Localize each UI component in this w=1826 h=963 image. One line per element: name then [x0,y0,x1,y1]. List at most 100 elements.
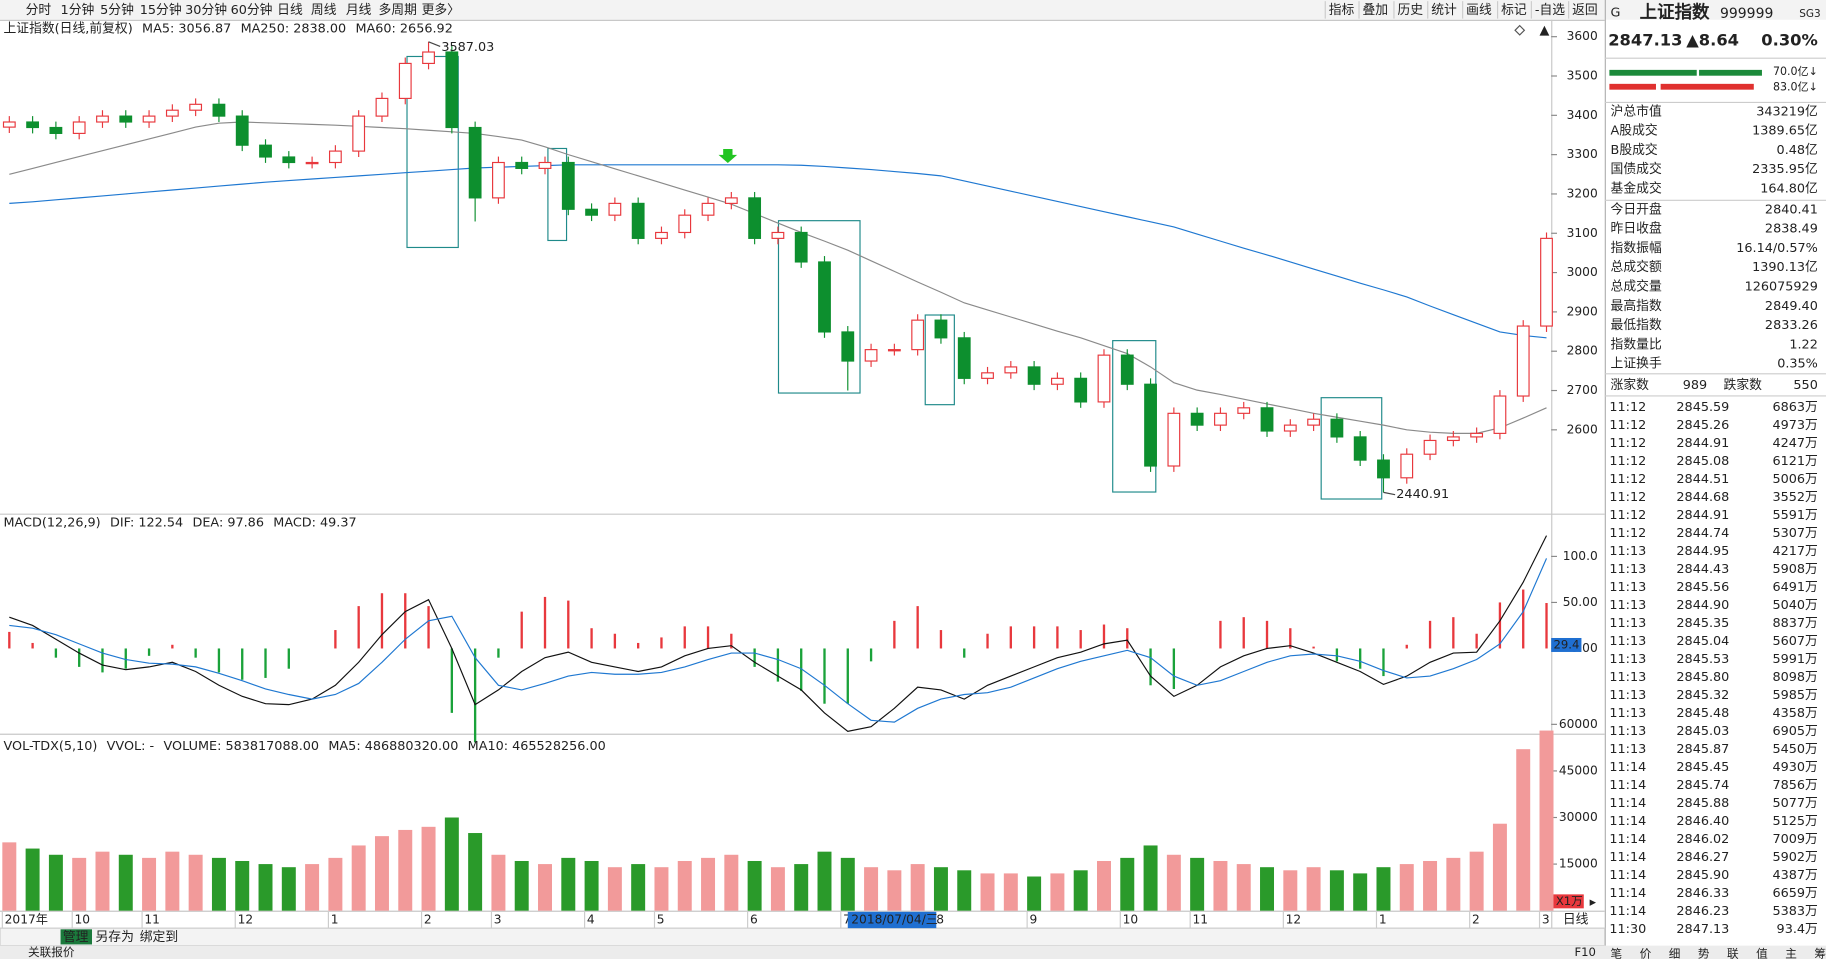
x-tick-label: 12 [1286,912,1302,926]
candle-body [1330,418,1344,438]
volume-bar [165,851,180,911]
toolbar-item[interactable]: 1分钟 [61,2,95,18]
y-tick-label: 100.0 [1563,549,1598,563]
volume-bar [235,860,250,911]
candle-body [1493,395,1507,434]
tick-volume: 4930万 [1772,760,1818,775]
tick-volume: 8837万 [1772,616,1818,631]
annotation: 3587.03 [441,40,494,55]
toolbar-item[interactable]: 多周期 [378,3,416,18]
toolbar-item[interactable]: 标记 [1501,3,1527,18]
candle-body [864,349,878,362]
candle-body [1446,436,1460,442]
volume-bar [1260,867,1275,911]
tick-time: 11:13 [1609,634,1646,649]
tick-price: 2845.48 [1676,706,1729,721]
x-tick-label: 3 [1542,912,1550,926]
legend-entry: MA5: 3056.87 [142,22,231,37]
toolbar-item[interactable]: -自选 [1535,3,1565,18]
volume-bar [980,873,995,911]
tick-price: 2844.43 [1676,562,1729,577]
volume-bar [305,864,320,911]
x-tick-label: 2 [1472,912,1480,926]
candle-body [1214,412,1227,426]
sidebar-tab[interactable]: 筹 [1814,946,1826,960]
toolbar-item[interactable]: 月线 [346,3,372,18]
toolbar-item[interactable]: 5分钟 [100,2,134,18]
volume-bar [654,867,669,911]
toolbar-item[interactable]: 周线 [311,3,337,18]
volume-bar [398,829,413,911]
toolbar-item[interactable]: 日线 [277,3,303,18]
candle-body [1470,432,1484,438]
x-tick-label: 11 [1192,912,1208,926]
arrow-icon[interactable]: ▸ [1590,895,1597,910]
tick-price: 2846.33 [1676,886,1729,901]
y-tick-label: 2900 [1567,304,1598,318]
sidebar-tab[interactable]: 笔 [1611,946,1623,960]
toolbar-item[interactable]: 画线 [1466,3,1492,18]
legend-entry: VOLUME: 583817088.00 [163,739,319,754]
tick-time: 11:14 [1609,832,1646,847]
y-tick-label: 60000 [1559,717,1598,731]
x-tick-label: 2 [424,912,432,926]
candle-body [26,121,40,129]
sidebar-tab[interactable]: 联 [1727,946,1739,960]
candle-body [1260,407,1274,432]
toolbar-item[interactable]: 更多〉 [422,3,460,18]
tick-time: 11:12 [1609,436,1646,451]
info-label: 上证换手 [1611,357,1662,372]
toolbar-item[interactable]: 返回 [1572,3,1598,18]
volume-bar [95,851,110,911]
info-value: 2833.26 [1765,318,1818,333]
volume-bar [1353,873,1368,911]
footer-tab[interactable]: 绑定到 [140,930,178,945]
sidebar-tab[interactable]: 势 [1698,946,1710,960]
sidebar-tab[interactable]: 主 [1785,946,1797,960]
legend-entry: VOL-TDX(5,10) [3,739,97,754]
tick-volume: 7009万 [1772,832,1818,847]
footer-bar [0,927,1606,947]
macd-line [9,558,1548,723]
info-value: 0.35% [1777,357,1818,372]
volume-bar [48,854,63,911]
toolbar-item[interactable]: 统计 [1431,3,1457,18]
tick-time: 11:12 [1609,508,1646,523]
toolbar-item[interactable]: 分时 [26,3,52,18]
toolbar-item[interactable]: 15分钟 [140,2,182,18]
tick-price: 2847.13 [1676,922,1729,937]
unit-bg [1553,894,1584,909]
candle-body [957,337,971,379]
candle-body [468,126,482,199]
footer-tab[interactable]: 另存为 [95,930,133,945]
tick-time: 11:13 [1609,562,1646,577]
y-tick-label: 3500 [1567,69,1598,83]
f10-button[interactable]: F10 [1574,945,1595,959]
info-value: 343219亿 [1756,104,1818,119]
toolbar-item[interactable]: 叠加 [1363,3,1389,18]
tick-volume: 6905万 [1772,724,1818,739]
toolbar-item[interactable]: 指标 [1329,3,1355,18]
tick-price: 2845.74 [1676,778,1729,793]
volume-bar [561,857,576,911]
sidebar-tab[interactable]: 值 [1756,946,1768,960]
tick-volume: 5991万 [1772,652,1818,667]
toolbar-item[interactable]: 60分钟 [231,2,273,18]
candle-body [678,214,692,234]
legend-entry: MACD(12,26,9) [3,515,100,530]
toolbar-item[interactable]: 历史 [1397,3,1423,18]
toolbar-item[interactable]: 30分钟 [185,2,227,18]
volume-bar [1003,873,1018,911]
legend-entry: MA60: 2656.92 [355,22,452,37]
sidebar-tab[interactable]: 细 [1669,946,1681,960]
info-label: B股成交 [1611,142,1658,158]
candle-body [212,103,226,117]
footer-tab[interactable]: 管理 [63,930,89,945]
tick-volume: 6121万 [1772,454,1818,469]
volume-bar [1190,857,1205,911]
volume-bar [1329,870,1344,911]
sidebar-tab[interactable]: 价 [1640,946,1652,960]
tick-volume: 4247万 [1772,436,1818,451]
candle-body [282,156,296,164]
